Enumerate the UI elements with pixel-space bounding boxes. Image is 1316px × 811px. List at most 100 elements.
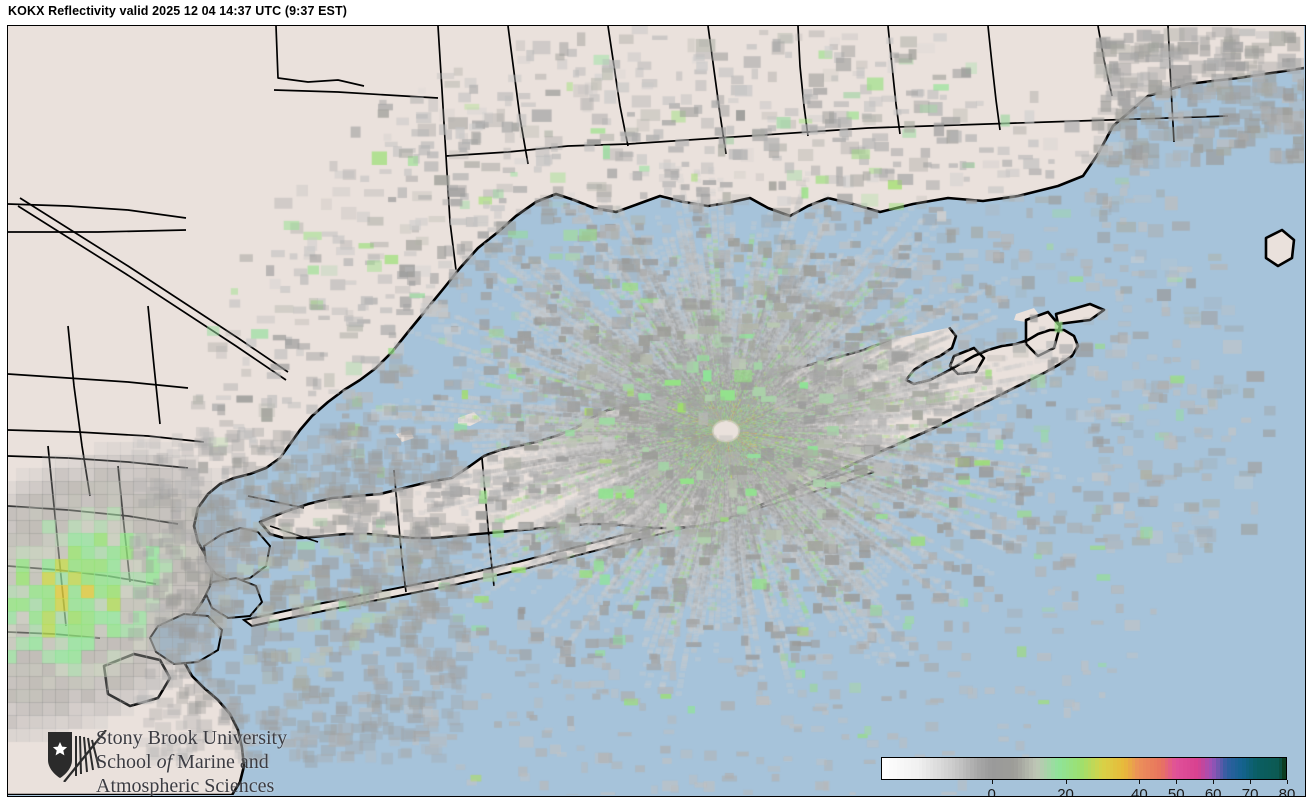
colorbar-band [1249,758,1253,779]
colorbar-band [1102,758,1106,779]
colorbar-band [911,758,916,779]
colorbar-band [1263,758,1268,779]
colorbar-band [959,758,963,779]
colorbar-band [1050,758,1055,779]
colorbar-band [966,758,971,779]
colorbar-band [1105,758,1110,779]
colorbar-tick-label: 80 [1278,786,1296,796]
colorbar-band [1117,758,1121,779]
colorbar-band [1186,758,1191,779]
colorbar-band [1135,758,1140,779]
colorbar-band [1172,758,1176,779]
colorbar-band [955,758,960,779]
colorbar-band [1274,758,1279,779]
colorbar-band [1238,758,1242,779]
colorbar-tick-label: 50 [1167,786,1185,796]
colorbar-band [970,758,974,779]
colorbar-band [1241,758,1246,779]
colorbar-band [1205,758,1209,779]
colorbar-band [1267,758,1272,779]
colorbar-band [1175,758,1180,779]
colorbar-band [1010,758,1015,779]
colorbar-band [896,758,901,779]
colorbar-band [1227,758,1231,779]
colorbar-band [1271,758,1275,779]
map-canvas[interactable]: Stony Brook University School of Marine … [8,26,1305,796]
colorbar-band [1003,758,1007,779]
colorbar-band [988,758,993,779]
colorbar-band [1278,758,1283,779]
colorbar-tick-label: 20 [1057,786,1074,796]
colorbar-band [1076,758,1081,779]
colorbar-tick-mark [1213,780,1215,784]
colorbar-band [1190,758,1195,779]
colorbar-tick-mark [1176,780,1178,784]
colorbar-tick-label: 0 [987,786,996,796]
colorbar-band [977,758,982,779]
colorbar-band [1146,758,1151,779]
colorbar-band [1083,758,1088,779]
colorbar-band [1282,758,1286,779]
colorbar-band [1028,758,1033,779]
colorbar-band [1260,758,1264,779]
colorbar-band [1230,758,1235,779]
colorbar-band [918,758,923,779]
colorbar-tick-mark [1139,780,1141,784]
colorbar-band [1065,758,1070,779]
colorbar-band [882,758,886,779]
colorbar-band [1032,758,1037,779]
colorbar-band [1072,758,1077,779]
colorbar-band [1179,758,1184,779]
colorbar-band [1054,758,1059,779]
colorbar-gradient [881,757,1287,780]
colorbar-tick-label: 70 [1241,786,1259,796]
colorbar-band [1131,758,1136,779]
colorbar-band [922,758,927,779]
colorbar-band [1164,758,1169,779]
map-frame[interactable]: Stony Brook University School of Marine … [7,25,1306,797]
colorbar-band [1025,758,1029,779]
colorbar-band [992,758,996,779]
colorbar-band [1091,758,1095,779]
colorbar-band [1017,758,1022,779]
colorbar-tick-label: 40 [1131,786,1148,796]
colorbar-band [1150,758,1154,779]
colorbar-band [1014,758,1018,779]
colorbar-band [1161,758,1165,779]
colorbar-band [926,758,930,779]
colorbar-band [893,758,897,779]
colorbar-band [1061,758,1066,779]
colorbar-band [1139,758,1143,779]
colorbar: 0 20 40 50 60 70 80 [874,752,1296,796]
colorbar-band [940,758,945,779]
colorbar-band [962,758,967,779]
colorbar-band [1128,758,1132,779]
colorbar-band [951,758,956,779]
colorbar-band [984,758,989,779]
colorbar-band [1047,758,1051,779]
colorbar-band [981,758,985,779]
colorbar-band [1080,758,1084,779]
colorbar-band [900,758,905,779]
colorbar-band [1201,758,1206,779]
colorbar-band [995,758,1000,779]
colorbar-band [1087,758,1092,779]
colorbar-band [915,758,919,779]
colorbar-band [944,758,949,779]
colorbar-tick-mark [1065,780,1067,784]
colorbar-band [1043,758,1048,779]
colorbar-band [1197,758,1202,779]
colorbar-band [1058,758,1062,779]
colorbar-band [999,758,1004,779]
colorbar-band [1098,758,1103,779]
colorbar-band [1212,758,1217,779]
colorbar-band [1208,758,1213,779]
colorbar-band [1234,758,1239,779]
colorbar-band [948,758,952,779]
colorbar-band [889,758,894,779]
colorbar-band [907,758,912,779]
colorbar-band [1006,758,1011,779]
colorbar-band [1256,758,1261,779]
colorbar-band [1219,758,1224,779]
colorbar-band [1168,758,1173,779]
